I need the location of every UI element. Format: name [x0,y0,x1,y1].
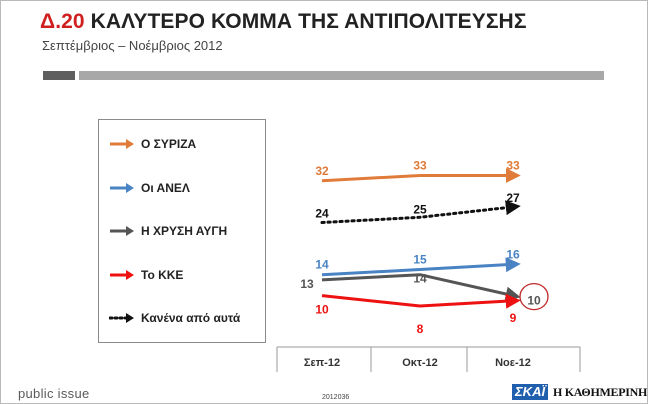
data-label: 24 [315,207,329,221]
legend-item-το-κκε: Το ΚΚΕ [109,265,183,285]
chart-legend: Ο ΣΥΡΙΖΑ Οι ΑΝΕΛ Η ΧΡΥΣΗ ΑΥΓΗ Το ΚΚΕ Κανένα … [98,119,266,343]
title-text: ΚΑΛΥΤΕΡΟ ΚΟΜΜΑ ΤΗΣ ΑΝΤΙΠΟΛΙΤΕΥΣΗΣ [90,10,527,33]
x-tick-label: Οκτ-12 [402,357,438,369]
data-label: 33 [506,159,520,173]
legend-arrow-icon [110,226,134,236]
data-label: 14 [315,258,329,272]
data-label: 16 [506,247,520,261]
series-line-η-χρυση-αυγη [321,273,521,302]
series-line-οι-ανελ [321,257,521,277]
legend-item-οι-ανελ: Οι ΑΝΕΛ [109,178,190,198]
data-label: 27 [506,191,520,205]
data-label: 9 [510,311,517,325]
series-line-κανένα-από-αυτά [320,200,521,224]
legend-arrow-icon [110,139,134,149]
x-tick-label: Νοε-12 [495,357,531,369]
data-label: 33 [413,159,427,173]
highlight-circle [519,282,549,311]
legend-arrow-icon [110,270,134,280]
legend-arrow-icon [110,183,134,193]
data-label: 8 [417,322,424,336]
survey-code: 2012036 [322,394,350,401]
data-label: 14 [413,272,427,286]
brand-public-issue: public issue [18,386,90,401]
legend-label: Οι ΑΝΕΛ [141,181,190,195]
kathimerini-logo: Η ΚΑΘΗΜΕΡΙΝΗ [553,385,648,399]
data-label: 10 [315,303,329,317]
legend-label: Κανένα από αυτά [141,311,241,325]
page-title: Δ.20 ΚΑΛΥΤΕΡΟ ΚΟΜΜΑ ΤΗΣ ΑΝΤΙΠΟΛΙΤΕΥΣΗΣ [40,10,527,34]
series-line-ο-συριζα [321,168,521,183]
header-rule-dark [43,71,75,80]
header-rule-light [79,71,604,80]
skai-logo: ΣΚΑΪ [512,384,549,400]
data-label: 25 [413,202,427,216]
series-line-το-κκε [321,293,521,309]
data-label: 13 [300,277,314,291]
page-subtitle: Σεπτέμβριος – Νοέμβριος 2012 [42,38,223,53]
x-tick-label: Σεπ-12 [304,357,340,369]
data-label: 32 [315,164,329,178]
legend-label: Η ΧΡΥΣΗ ΑΥΓΗ [141,224,228,238]
data-label: 10 [527,294,541,308]
legend-item-ο-συριζα: Ο ΣΥΡΙΖΑ [109,134,196,154]
legend-label: Ο ΣΥΡΙΖΑ [141,137,197,151]
legend-arrow-icon [109,313,134,323]
data-label: 15 [413,253,427,267]
title-code: Δ.20 [40,10,85,33]
legend-label: Το ΚΚΕ [141,268,184,282]
legend-item-η-χρυση-αυγη: Η ΧΡΥΣΗ ΑΥΓΗ [109,221,227,241]
legend-item-κανένα-από-αυτά: Κανένα από αυτά [109,308,240,328]
